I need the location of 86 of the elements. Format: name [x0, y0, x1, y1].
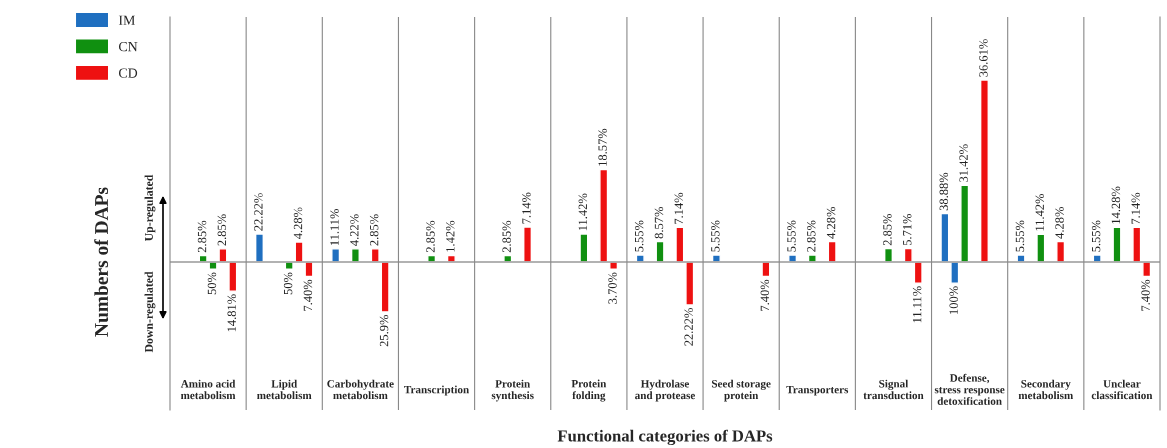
x-tick-label: Protein synthesis	[491, 379, 534, 402]
text: 36.61%	[979, 39, 988, 77]
x-tick-label: Hydrolase and protease	[635, 379, 696, 402]
legend-label: IM	[118, 15, 135, 25]
x-tick-label: Transcription	[404, 385, 469, 396]
x-tick-label: Carbohydrate metabolism	[327, 379, 394, 400]
bar	[294, 241, 304, 263]
bar	[979, 79, 989, 263]
annotation: 8.57%	[654, 207, 664, 239]
annotation: 4.22%	[350, 214, 359, 246]
annotation: 4.28%	[826, 207, 836, 239]
x-tick-label: Seed storage protein	[711, 379, 771, 402]
bar	[913, 261, 923, 284]
annotation: 1.42%	[446, 220, 455, 252]
x-tick-label: Defense, stress response detoxification	[934, 373, 1005, 405]
bar	[1112, 226, 1122, 263]
annotation: 50%	[207, 272, 217, 295]
annotation: 3.70%	[608, 272, 617, 304]
bar	[1036, 233, 1046, 263]
bar	[370, 248, 380, 263]
bar	[960, 184, 970, 263]
x-tick-label: Signal transduction	[863, 379, 924, 400]
annotation: 22.22%	[684, 308, 693, 346]
bar	[685, 261, 695, 306]
bar	[523, 226, 533, 263]
annotation: 5.55%	[1091, 220, 1101, 252]
annotation: 7.14%	[522, 192, 531, 224]
annotation: 50%	[283, 272, 293, 295]
annotation: 14.81%	[227, 294, 237, 332]
annotation: 7.14%	[1131, 192, 1140, 224]
bar	[827, 240, 837, 263]
bar	[1132, 226, 1142, 263]
bar	[331, 248, 341, 263]
annotation: 5.55%	[1015, 220, 1025, 252]
x-tick-label: Amino acid metabolism	[180, 379, 236, 400]
annotation: 2.85%	[807, 220, 816, 252]
annotation: 14.28%	[1111, 186, 1121, 224]
annotation: 2.85%	[426, 220, 435, 253]
x-axis-title: Functional categories of DAPs	[557, 429, 773, 446]
bar	[579, 233, 589, 263]
annotation: 5.71%	[903, 213, 912, 246]
x-tick-label: Unclear classification	[1091, 379, 1153, 400]
annotation: 4.28%	[293, 207, 303, 240]
x-tick-label: Lipid metabolism	[257, 379, 312, 400]
annotation: 38.88%	[939, 172, 949, 211]
legend-label: CN	[118, 41, 138, 52]
bar	[950, 261, 960, 284]
annotation: 2.85%	[197, 220, 207, 253]
bar	[599, 168, 609, 263]
annotation: 5.55%	[787, 220, 796, 252]
bar	[228, 261, 238, 292]
annotation: 7.40%	[303, 279, 313, 311]
annotation: 11.11%	[912, 286, 922, 323]
bar	[350, 248, 360, 263]
bar	[254, 233, 264, 263]
x-tick-label: Transporters	[786, 385, 849, 396]
annotation: 2.85%	[502, 220, 511, 253]
annotation: 18.57%	[598, 128, 607, 166]
annotation: 31.42%	[959, 144, 968, 182]
annotation: 7.40%	[760, 279, 770, 311]
annotation: 11.42%	[578, 193, 588, 231]
annotation: 11.42%	[1035, 193, 1044, 231]
bar	[675, 226, 685, 263]
x-tick-label: Protein folding	[571, 379, 607, 402]
annotation: 100%	[949, 286, 958, 314]
annotation: 11.11%	[330, 208, 339, 246]
bar	[1056, 240, 1066, 263]
annotation: 2.85%	[217, 214, 227, 246]
annotation: 5.55%	[634, 220, 644, 252]
text: Up-regulated	[144, 174, 156, 242]
legend-label: CD	[118, 68, 138, 78]
bar	[218, 248, 228, 263]
annotation: 7.14%	[674, 192, 684, 224]
annotation: 2.85%	[883, 213, 892, 246]
annotation: 7.40%	[1141, 279, 1150, 311]
y-axis-title: Numbers of DAPs	[94, 187, 109, 337]
text: Down-regulated	[144, 271, 156, 353]
bar	[940, 212, 950, 263]
annotation: 4.28%	[1055, 207, 1064, 239]
annotation: 5.55%	[711, 220, 720, 252]
bar	[380, 261, 390, 313]
annotation: 22.22%	[254, 193, 263, 231]
annotation: 2.85%	[369, 214, 379, 246]
text: 25.9%	[379, 315, 389, 347]
x-tick-label: Secondary metabolism	[1018, 379, 1074, 400]
bar	[655, 240, 665, 263]
